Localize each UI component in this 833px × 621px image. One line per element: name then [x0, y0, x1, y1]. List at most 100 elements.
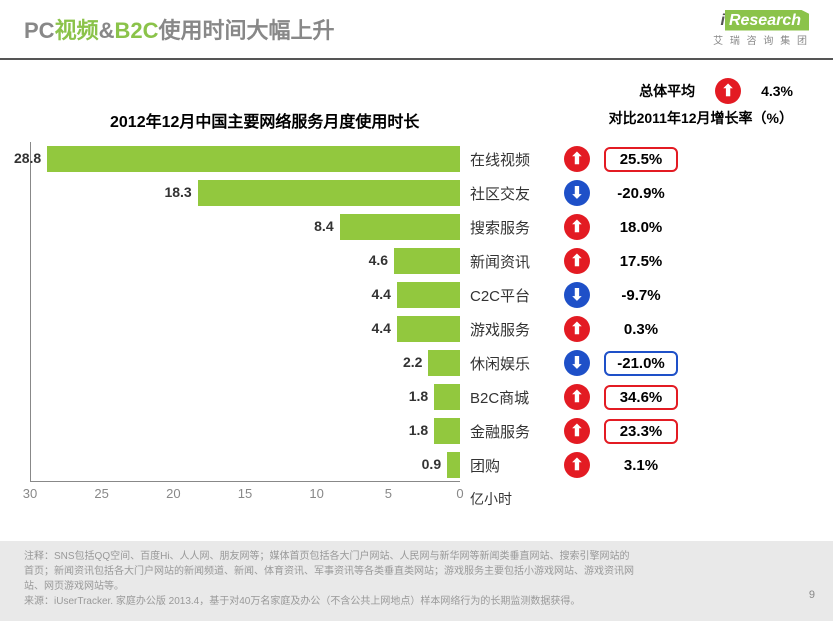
footer: 注释：SNS包括QQ空间、百度Hi、人人网、朋友网等；媒体首页包括各大门户网站、… [0, 541, 833, 621]
bar-row: 8.4 [30, 214, 460, 240]
growth-value: 17.5% [604, 251, 678, 272]
growth-row: 在线视频 ⬆ 25.5% [470, 142, 800, 176]
bar-value-label: 28.8 [14, 150, 41, 166]
category-label: B2C商城 [470, 387, 550, 408]
category-label: 游戏服务 [470, 319, 550, 340]
growth-row: C2C平台⬇-9.7% [470, 278, 800, 312]
bar [47, 146, 460, 172]
page-title: PC视频&B2C使用时间大幅上升 [24, 13, 335, 45]
bar-row: 2.2 [30, 350, 460, 376]
bar-row: 4.6 [30, 248, 460, 274]
x-tick: 15 [238, 486, 252, 501]
growth-value: 23.3% [604, 419, 678, 444]
x-tick: 25 [94, 486, 108, 501]
footnote-line: 注释：SNS包括QQ空间、百度Hi、人人网、朋友网等；媒体首页包括各大门户网站、… [24, 549, 809, 564]
up-arrow-icon: ⬆ [564, 248, 590, 274]
bar-row: 28.8 [30, 146, 460, 172]
x-tick: 0 [456, 486, 463, 501]
header: PC视频&B2C使用时间大幅上升 iResearch 艾 瑞 咨 询 集 团 [0, 0, 833, 60]
logo-top: iResearch [713, 12, 809, 30]
growth-row: 游戏服务 ⬆ 0.3% [470, 312, 800, 346]
growth-row: 搜索服务 ⬆ 18.0% [470, 210, 800, 244]
growth-value: 34.6% [604, 385, 678, 410]
footnote-line: 来源：iUserTracker. 家庭办公版 2013.4，基于对40万名家庭及… [24, 594, 809, 609]
bar-value-label: 4.4 [371, 320, 390, 336]
bar-value-label: 0.9 [422, 456, 441, 472]
category-label: 新闻资讯 [470, 251, 550, 272]
growth-row: 社区交友 ⬇ -20.9% [470, 176, 800, 210]
category-label: 团购 [470, 455, 550, 476]
x-tick: 20 [166, 486, 180, 501]
title-suffix: 使用时间大幅上升 [158, 18, 334, 43]
bar [394, 248, 460, 274]
footnote-line: 站、网页游戏网站等。 [24, 579, 809, 594]
category-label: 社区交友 [470, 183, 550, 204]
category-label: 休闲娱乐 [470, 353, 550, 374]
title-hl2: B2C [114, 18, 158, 43]
growth-value: 0.3% [604, 319, 678, 340]
footnotes: 注释：SNS包括QQ空间、百度Hi、人人网、朋友网等；媒体首页包括各大门户网站、… [24, 549, 809, 609]
up-arrow-icon: ⬆ [564, 214, 590, 240]
title-hl1: 视频 [55, 18, 99, 43]
category-label: 在线视频 [470, 149, 550, 170]
growth-column: 在线视频 ⬆ 25.5% 社区交友 ⬇ -20.9% 搜索服务 ⬆ 18.0% 新闻资讯 ⬆ 17.5… [470, 142, 800, 516]
growth-row: 新闻资讯 ⬆ 17.5% [470, 244, 800, 278]
bar [447, 452, 460, 478]
down-arrow-icon: ⬇ [564, 350, 590, 376]
bar-row: 1.8 [30, 384, 460, 410]
title-mid: & [99, 18, 115, 43]
title-prefix: PC [24, 18, 55, 43]
bar [198, 180, 460, 206]
growth-row: 休闲娱乐 ⬇ -21.0% [470, 346, 800, 380]
category-label: C2C平台 [470, 285, 550, 306]
bar-row: 4.4 [30, 282, 460, 308]
bars-container: 28.8 18.3 8.4 4.6 4.4 4.4 2.2 1.8 1.8 0.9 [30, 142, 460, 482]
bar-row: 18.3 [30, 180, 460, 206]
bar [434, 384, 460, 410]
bar-value-label: 2.2 [403, 354, 422, 370]
bar-value-label: 8.4 [314, 218, 333, 234]
chart-title: 2012年12月中国主要网络服务月度使用时长 [110, 108, 419, 132]
up-arrow-icon: ⬆ [564, 384, 590, 410]
growth-row: 团购 ⬆ 3.1% [470, 448, 800, 482]
overall-label: 总体平均 [639, 81, 695, 101]
bar-row: 1.8 [30, 418, 460, 444]
x-tick: 30 [23, 486, 37, 501]
up-arrow-icon: ⬆ [564, 452, 590, 478]
growth-value: -21.0% [604, 351, 678, 376]
growth-value: -20.9% [604, 183, 678, 204]
growth-value: 18.0% [604, 217, 678, 238]
bar [428, 350, 460, 376]
category-label: 搜索服务 [470, 217, 550, 238]
bar-value-label: 18.3 [164, 184, 191, 200]
footnote-line: 首页；新闻资讯包括各大门户网站的新闻频道、新闻、体育资讯、军事资讯等各类垂直类网… [24, 564, 809, 579]
logo-i: i [721, 12, 725, 29]
bar-row: 4.4 [30, 316, 460, 342]
bar [434, 418, 460, 444]
bar-value-label: 1.8 [409, 388, 428, 404]
down-arrow-icon: ⬇ [564, 180, 590, 206]
growth-value: 3.1% [604, 455, 678, 476]
bar [340, 214, 460, 240]
growth-value: 25.5% [604, 147, 678, 172]
growth-value: -9.7% [604, 285, 678, 306]
growth-row: B2C商城 ⬆ 34.6% [470, 380, 800, 414]
category-label: 金融服务 [470, 421, 550, 442]
page-number: 9 [809, 587, 815, 604]
main-content: 总体平均 ⬆ 4.3% 2012年12月中国主要网络服务月度使用时长 对比201… [0, 60, 833, 535]
growth-row: 金融服务 ⬆ 23.3% [470, 414, 800, 448]
x-tick: 5 [385, 486, 392, 501]
bar-value-label: 4.4 [371, 286, 390, 302]
up-arrow-icon: ⬆ [564, 146, 590, 172]
bar-value-label: 4.6 [369, 252, 388, 268]
bar-value-label: 1.8 [409, 422, 428, 438]
logo-subtitle: 艾 瑞 咨 询 集 团 [713, 32, 809, 47]
bar-chart: 28.818.38.44.64.44.42.21.81.80.9 3025201… [30, 142, 460, 522]
overall-value: 4.3% [761, 83, 793, 99]
up-arrow-icon: ⬆ [564, 418, 590, 444]
unit-label: 亿小时 [470, 489, 550, 509]
up-arrow-icon: ⬆ [564, 316, 590, 342]
bar [397, 316, 460, 342]
x-axis: 302520151050 [30, 482, 460, 504]
logo-research: Research [725, 10, 809, 31]
